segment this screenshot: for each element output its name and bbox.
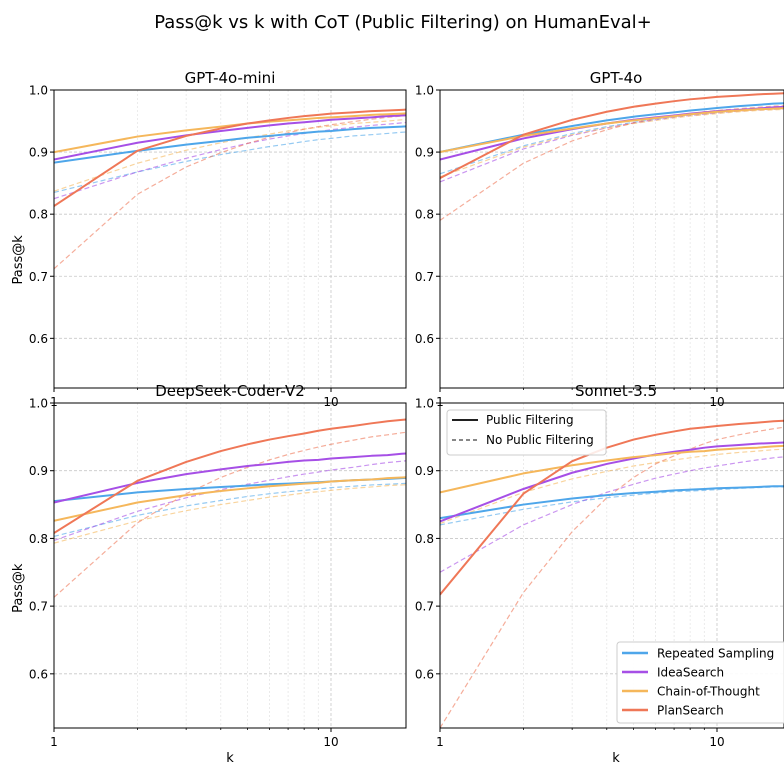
- panel-title: GPT-4o: [590, 69, 643, 87]
- y-axis-label: Pass@k: [11, 563, 26, 613]
- x-tick-label: 10: [323, 395, 338, 409]
- y-tick-label: 0.9: [29, 146, 48, 160]
- y-tick-label: 0.9: [29, 464, 48, 478]
- series-line-repeated-sampling-dashed: [440, 486, 784, 526]
- legend-label-chain-of-thought: Chain-of-Thought: [657, 685, 760, 699]
- axes-frame: [53, 402, 407, 729]
- line-style-legend: Public Filtering No Public Filtering: [446, 409, 607, 456]
- x-tick-label: 1: [50, 395, 58, 409]
- panel-deepseek-coder-v2: 0.60.70.80.91.01 10DeepSeek-Coder-V2Pass@…: [11, 382, 407, 766]
- axes-frame: [439, 402, 784, 729]
- series-group: [440, 92, 784, 221]
- axes-frame: [53, 89, 407, 389]
- style-legend-dashed-label: No Public Filtering: [486, 433, 594, 447]
- x-tick-label: 10: [709, 735, 724, 749]
- series-line-repeated-sampling-dashed: [54, 131, 406, 194]
- y-tick-label: 0.6: [415, 332, 434, 346]
- y-tick-label: 1.0: [29, 84, 48, 98]
- series-line-plansearch-dashed: [54, 115, 406, 270]
- panels: 0.60.70.80.91.01 10GPT-4o-miniPass@k0.60.…: [11, 69, 784, 766]
- legend-label-plansearch: PlanSearch: [657, 704, 724, 718]
- y-tick-label: 0.7: [29, 600, 48, 614]
- method-legend-box: [616, 641, 784, 724]
- x-tick-label: 10: [323, 735, 338, 749]
- legend-label-ideasearch: IdeaSearch: [657, 666, 724, 680]
- series-group: [54, 108, 406, 270]
- series-line-ideasearch-dashed: [54, 121, 406, 200]
- series-line-ideasearch-dashed: [54, 460, 406, 542]
- y-tick-label: 1.0: [29, 397, 48, 411]
- x-tick-label: 10: [709, 395, 724, 409]
- series-line-plansearch-solid: [54, 418, 406, 534]
- panel-title: DeepSeek-Coder-V2: [155, 382, 305, 400]
- y-tick-label: 0.8: [415, 208, 434, 222]
- series-line-chain-of-thought-solid: [54, 112, 406, 154]
- series-line-repeated-sampling-solid: [440, 102, 784, 154]
- series-group: [54, 418, 406, 598]
- y-tick-label: 0.7: [415, 600, 434, 614]
- y-tick-label: 0.8: [29, 532, 48, 546]
- series-line-repeated-sampling-solid: [54, 125, 406, 164]
- panel-title: Sonnet-3.5: [575, 382, 657, 400]
- y-tick-label: 0.7: [29, 270, 48, 284]
- y-tick-label: 1.0: [415, 397, 434, 411]
- series-line-chain-of-thought-dashed: [440, 108, 784, 178]
- series-line-chain-of-thought-dashed: [440, 448, 784, 525]
- y-tick-label: 0.8: [415, 532, 434, 546]
- series-line-plansearch-solid: [440, 92, 784, 180]
- method-legend: Repeated Sampling IdeaSearch Chain-of-Thou…: [616, 641, 784, 724]
- y-tick-label: 1.0: [415, 84, 434, 98]
- series-line-repeated-sampling-dashed: [54, 482, 406, 537]
- x-axis-label: k: [612, 751, 620, 766]
- series-line-chain-of-thought-solid: [440, 107, 784, 154]
- x-tick-label: 1: [50, 735, 58, 749]
- series-line-ideasearch-solid: [440, 441, 784, 523]
- series-line-ideasearch-dashed: [440, 456, 784, 573]
- style-legend-solid-label: Public Filtering: [486, 413, 574, 427]
- series-line-chain-of-thought-dashed: [54, 484, 406, 544]
- style-legend-box: [446, 409, 607, 456]
- y-tick-label: 0.9: [415, 464, 434, 478]
- y-axis-label: Pass@k: [11, 235, 26, 285]
- legend-label-repeated-sampling: Repeated Sampling: [657, 647, 774, 661]
- axes-frame: [439, 89, 784, 389]
- x-tick-label: 1: [436, 395, 444, 409]
- series-group: [440, 419, 784, 728]
- y-tick-label: 0.6: [29, 667, 48, 681]
- panel-title: GPT-4o-mini: [185, 69, 276, 87]
- series-line-chain-of-thought-solid: [440, 444, 784, 494]
- series-line-chain-of-thought-solid: [54, 476, 406, 522]
- series-line-plansearch-solid: [440, 419, 784, 596]
- y-tick-label: 0.6: [29, 332, 48, 346]
- series-line-repeated-sampling-solid: [440, 485, 784, 520]
- y-tick-label: 0.6: [415, 667, 434, 681]
- figure-title: Pass@k vs k with CoT (Public Filtering) …: [154, 12, 651, 33]
- x-tick-label: 1: [436, 735, 444, 749]
- x-axis-label: k: [226, 751, 234, 766]
- y-tick-label: 0.9: [415, 146, 434, 160]
- series-line-repeated-sampling-dashed: [440, 106, 784, 175]
- series-line-ideasearch-solid: [54, 452, 406, 504]
- y-tick-label: 0.8: [29, 208, 48, 222]
- y-tick-label: 0.7: [415, 270, 434, 284]
- series-line-plansearch-solid: [54, 108, 406, 207]
